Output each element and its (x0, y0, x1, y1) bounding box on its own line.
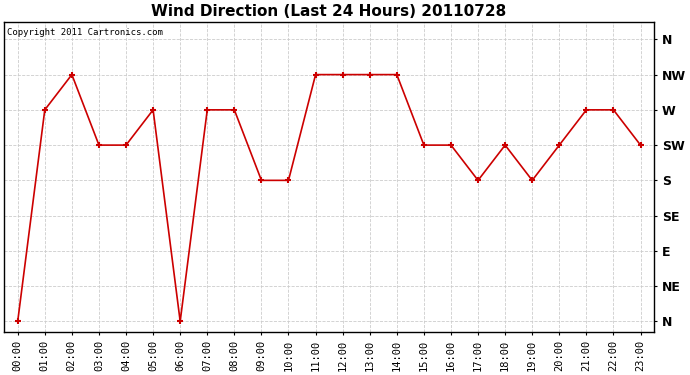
Title: Wind Direction (Last 24 Hours) 20110728: Wind Direction (Last 24 Hours) 20110728 (152, 4, 506, 19)
Text: Copyright 2011 Cartronics.com: Copyright 2011 Cartronics.com (8, 28, 164, 37)
